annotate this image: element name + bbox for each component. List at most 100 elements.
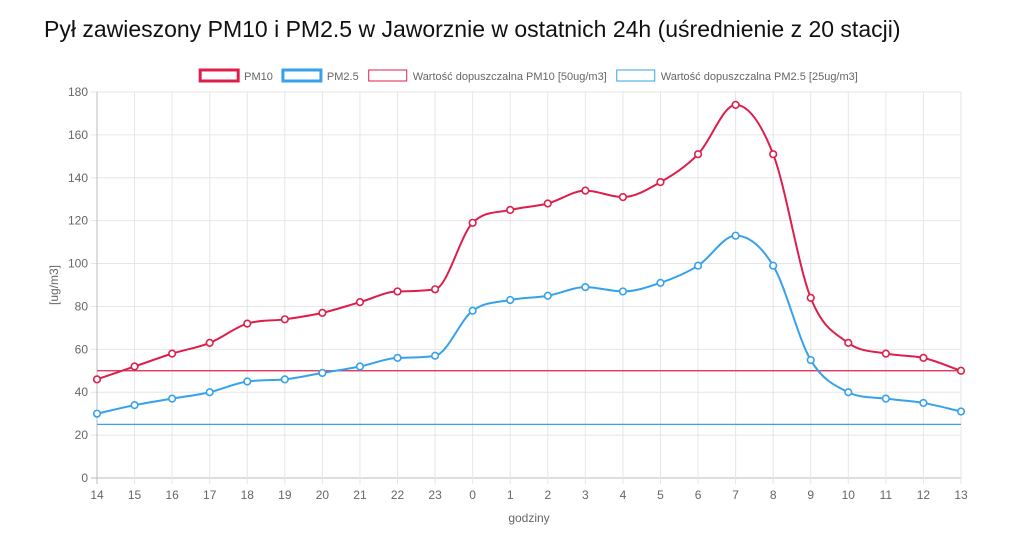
data-point-pm10[interactable] bbox=[806, 293, 815, 302]
legend-swatch bbox=[616, 69, 656, 82]
data-point-pm25[interactable] bbox=[168, 394, 177, 403]
data-point-pm10[interactable] bbox=[881, 349, 890, 358]
series-lines bbox=[92, 100, 966, 418]
data-point-pm10[interactable] bbox=[468, 218, 477, 227]
x-tick-label: 22 bbox=[391, 488, 405, 502]
data-point-pm10[interactable] bbox=[581, 186, 590, 195]
data-point-pm25[interactable] bbox=[731, 231, 740, 240]
data-point-pm25[interactable] bbox=[543, 291, 552, 300]
data-point-pm10[interactable] bbox=[506, 205, 515, 215]
data-point-pm10[interactable] bbox=[318, 308, 327, 317]
x-tick-label: 6 bbox=[695, 488, 702, 502]
data-point-pm25[interactable] bbox=[318, 368, 327, 378]
grid bbox=[91, 91, 962, 484]
data-point-pm10[interactable] bbox=[205, 338, 214, 348]
data-point-pm10[interactable] bbox=[844, 338, 853, 348]
data-point-pm25[interactable] bbox=[506, 295, 515, 305]
series-line-pm10 bbox=[96, 103, 962, 381]
data-point-pm25[interactable] bbox=[806, 355, 815, 365]
x-tick-label: 5 bbox=[657, 488, 664, 502]
legend-item[interactable]: Wartość dopuszczalna PM2.5 [25ug/m3] bbox=[616, 69, 858, 83]
data-point-pm25[interactable] bbox=[881, 394, 890, 403]
x-tick-label: 4 bbox=[620, 488, 627, 502]
data-point-pm25[interactable] bbox=[919, 398, 928, 408]
x-tick-label: 9 bbox=[807, 488, 814, 502]
x-tick-label: 2 bbox=[544, 488, 551, 502]
data-point-pm25[interactable] bbox=[769, 261, 778, 270]
data-point-pm25[interactable] bbox=[355, 362, 365, 371]
y-axis-label: [ug/m3] bbox=[47, 265, 61, 305]
data-point-pm10[interactable] bbox=[769, 150, 778, 159]
legend-item[interactable]: Wartość dopuszczalna PM10 [50ug/m3] bbox=[368, 69, 607, 83]
y-tick-label: 40 bbox=[75, 385, 89, 399]
data-point-pm25[interactable] bbox=[844, 388, 853, 397]
x-tick-label: 19 bbox=[278, 488, 292, 502]
data-point-pm10[interactable] bbox=[243, 319, 252, 328]
legend-swatch bbox=[281, 68, 323, 83]
y-tick-label: 120 bbox=[68, 214, 88, 228]
data-point-pm25[interactable] bbox=[693, 261, 703, 270]
x-axis-label: godziny bbox=[508, 511, 549, 525]
legend-label: Wartość dopuszczalna PM2.5 [25ug/m3] bbox=[661, 71, 858, 83]
x-tick-label: 13 bbox=[954, 488, 968, 502]
y-tick-label: 180 bbox=[68, 85, 88, 99]
data-point-pm10[interactable] bbox=[956, 366, 966, 375]
data-point-pm10[interactable] bbox=[280, 315, 289, 324]
data-point-pm10[interactable] bbox=[618, 192, 628, 202]
y-tick-label: 140 bbox=[68, 171, 88, 185]
legend: PM10 PM2.5 Wartość dopuszczalna PM10 [50ug… bbox=[198, 68, 858, 83]
data-point-pm25[interactable] bbox=[656, 278, 665, 287]
data-point-pm25[interactable] bbox=[393, 353, 402, 363]
x-tick-label: 16 bbox=[165, 488, 179, 502]
x-tick-label: 7 bbox=[732, 488, 739, 502]
data-point-pm10[interactable] bbox=[430, 285, 440, 294]
data-point-pm25[interactable] bbox=[581, 283, 590, 292]
reference-lines bbox=[97, 370, 961, 425]
data-point-pm25[interactable] bbox=[243, 377, 252, 386]
legend-item[interactable]: PM10 bbox=[198, 68, 273, 83]
data-point-pm10[interactable] bbox=[919, 353, 928, 363]
data-point-pm25[interactable] bbox=[92, 409, 102, 418]
y-tick-label: 20 bbox=[75, 428, 89, 442]
y-tick-label: 80 bbox=[75, 299, 89, 313]
page-title: Pył zawieszony PM10 i PM2.5 w Jaworznie … bbox=[44, 16, 901, 42]
data-point-pm10[interactable] bbox=[130, 362, 139, 371]
y-tick-label: 60 bbox=[75, 342, 89, 356]
data-point-pm10[interactable] bbox=[355, 298, 365, 307]
data-point-pm10[interactable] bbox=[168, 349, 177, 358]
legend-swatch bbox=[368, 69, 408, 82]
data-point-pm10[interactable] bbox=[731, 100, 740, 109]
x-tick-label: 11 bbox=[880, 488, 893, 502]
data-point-pm10[interactable] bbox=[393, 287, 402, 296]
legend-swatch bbox=[198, 68, 240, 83]
data-point-pm10[interactable] bbox=[693, 150, 703, 159]
x-tick-label: 15 bbox=[128, 488, 142, 502]
x-tick-label: 20 bbox=[316, 488, 330, 502]
x-tick-label: 21 bbox=[353, 488, 367, 502]
data-point-pm25[interactable] bbox=[618, 287, 628, 296]
data-point-pm25[interactable] bbox=[956, 407, 966, 416]
data-point-pm25[interactable] bbox=[205, 388, 214, 397]
data-point-pm25[interactable] bbox=[430, 351, 440, 360]
x-tick-label: 14 bbox=[90, 488, 104, 502]
x-tick-label: 17 bbox=[203, 488, 217, 502]
x-tick-label: 18 bbox=[241, 488, 255, 502]
x-tick-label: 0 bbox=[469, 488, 476, 502]
x-tick-label: 3 bbox=[582, 488, 589, 502]
y-tick-label: 0 bbox=[81, 471, 88, 485]
data-point-pm25[interactable] bbox=[468, 306, 477, 315]
data-point-pm10[interactable] bbox=[543, 199, 552, 208]
x-tick-label: 12 bbox=[917, 488, 931, 502]
legend-label: PM10 bbox=[244, 71, 273, 83]
data-point-pm10[interactable] bbox=[656, 177, 665, 187]
x-tick-label: 8 bbox=[770, 488, 777, 502]
x-tick-label: 10 bbox=[842, 488, 856, 502]
data-point-pm25[interactable] bbox=[280, 375, 289, 384]
data-point-pm10[interactable] bbox=[92, 375, 102, 384]
legend-item[interactable]: PM2.5 bbox=[281, 68, 359, 83]
series-line-pm25 bbox=[96, 234, 962, 415]
data-point-pm25[interactable] bbox=[130, 400, 139, 410]
y-tick-label: 100 bbox=[68, 257, 88, 271]
